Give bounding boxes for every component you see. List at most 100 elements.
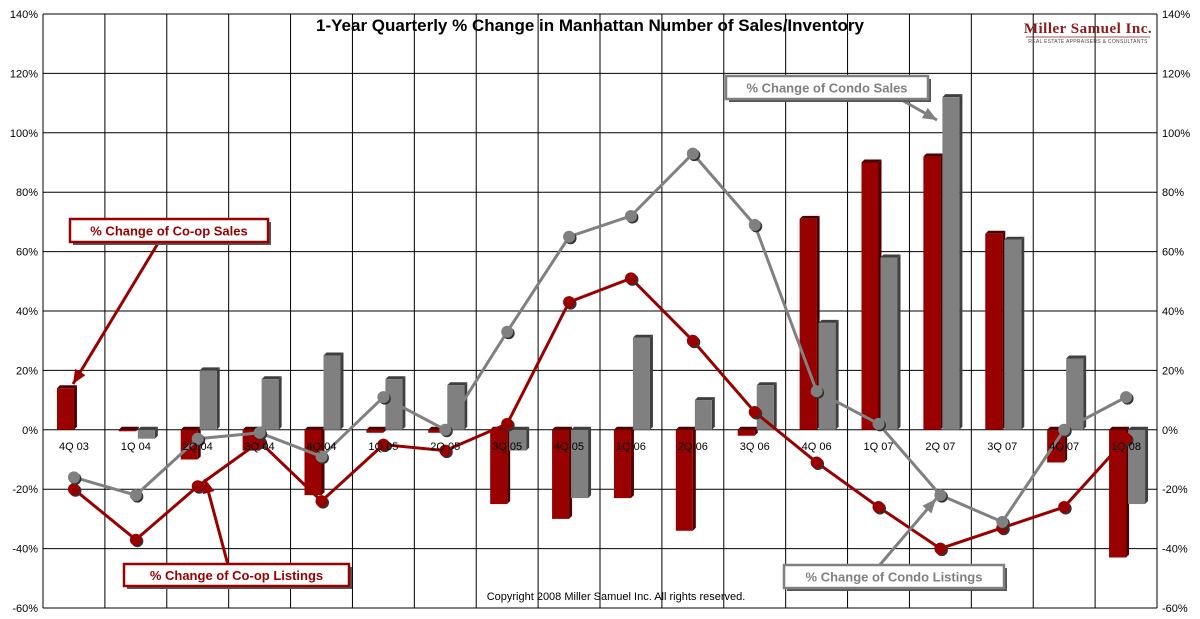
x-tick-label: 3Q 05 bbox=[492, 441, 522, 453]
x-tick-label: 4Q 07 bbox=[1049, 441, 1079, 453]
logo-name: Miller Samuel Inc. bbox=[1024, 21, 1152, 37]
logo: Miller Samuel Inc. REAL ESTATE APPRAISER… bbox=[1024, 21, 1152, 45]
y-tick-label-left: 80% bbox=[16, 187, 38, 199]
bar bbox=[675, 426, 696, 531]
bars bbox=[56, 94, 1149, 558]
point bbox=[810, 385, 825, 399]
point bbox=[1058, 501, 1072, 515]
bar bbox=[385, 376, 406, 430]
copyright: Copyright 2008 Miller Samuel Inc. All ri… bbox=[487, 591, 746, 603]
y-tick-label-left: 40% bbox=[16, 306, 38, 318]
y-tick-label-left: 140% bbox=[10, 9, 38, 21]
y-axis-right: -60% -40% -20% 0% 20% 40% 60% 80% 100% 120% 140% bbox=[1162, 9, 1190, 615]
series-line bbox=[73, 151, 1127, 524]
point bbox=[624, 209, 639, 224]
grid bbox=[42, 13, 1158, 609]
point bbox=[191, 432, 206, 447]
point bbox=[1120, 432, 1134, 447]
bar bbox=[818, 319, 839, 430]
bar bbox=[261, 376, 282, 430]
y-tick-label-right: 20% bbox=[1162, 365, 1184, 377]
bar bbox=[56, 385, 77, 430]
callout-coop-listings: % Change of Co-op Listings bbox=[122, 562, 352, 589]
x-tick-label: 1Q 07 bbox=[864, 441, 894, 453]
x-tick-label: 4Q 03 bbox=[59, 441, 89, 453]
x-tick-label: 4Q 05 bbox=[554, 441, 584, 453]
x-tick-label: 2Q 05 bbox=[430, 441, 460, 453]
bar bbox=[323, 352, 344, 430]
bar bbox=[737, 426, 758, 436]
point bbox=[686, 334, 701, 349]
bar bbox=[199, 367, 220, 430]
point bbox=[872, 417, 886, 432]
y-tick-label-right: 80% bbox=[1162, 187, 1184, 199]
y-tick-label-left: -60% bbox=[12, 603, 38, 615]
svg-text:% Change of Condo Sales: % Change of Condo Sales bbox=[746, 81, 907, 96]
point bbox=[996, 515, 1010, 530]
point bbox=[315, 450, 329, 465]
y-axis-left: -60% -40% -20% 0% 20% 40% 60% 80% 100% 120% 140% bbox=[10, 9, 38, 615]
bar bbox=[571, 426, 592, 499]
point bbox=[934, 542, 948, 557]
bar bbox=[694, 397, 715, 430]
bar bbox=[490, 426, 511, 505]
x-tick-label: 1Q 06 bbox=[616, 441, 646, 453]
x-tick-label: 2Q 06 bbox=[678, 441, 708, 453]
point bbox=[810, 456, 825, 470]
point bbox=[315, 495, 329, 509]
y-tick-label-right: 0% bbox=[1162, 425, 1178, 437]
callout-condo-sales: % Change of Condo Sales bbox=[724, 74, 931, 102]
point bbox=[439, 423, 453, 438]
series-line bbox=[72, 276, 1128, 551]
bar bbox=[923, 153, 944, 430]
bar bbox=[366, 426, 387, 433]
point bbox=[1058, 423, 1072, 438]
y-tick-label-left: 20% bbox=[16, 365, 38, 377]
point bbox=[67, 471, 82, 485]
point bbox=[563, 230, 577, 245]
category-labels: 4Q 03 1Q 04 2Q 04 3Q 04 4Q 04 1Q 05 2Q 05 3Q 05… bbox=[59, 441, 1141, 453]
x-tick-label: 1Q 08 bbox=[1111, 441, 1141, 453]
x-tick-label: 4Q 04 bbox=[307, 441, 337, 453]
y-tick-label-left: 100% bbox=[10, 128, 38, 140]
point bbox=[748, 405, 763, 420]
bar bbox=[985, 230, 1006, 430]
y-tick-label-right: -20% bbox=[1162, 484, 1188, 496]
point bbox=[191, 480, 206, 494]
x-tick-label: 2Q 07 bbox=[925, 441, 955, 453]
point bbox=[501, 417, 515, 432]
chart-title: 1-Year Quarterly % Change in Manhattan N… bbox=[316, 16, 864, 35]
x-tick-label: 3Q 07 bbox=[987, 441, 1017, 453]
point bbox=[253, 426, 268, 441]
x-tick-label: 4Q 06 bbox=[802, 441, 832, 453]
y-tick-label-left: -20% bbox=[12, 484, 38, 496]
point bbox=[439, 444, 453, 459]
callouts: % Change of Co-op Sales % Change of Condo… bbox=[68, 74, 1007, 591]
point bbox=[686, 147, 701, 162]
y-tick-label-right: -60% bbox=[1162, 603, 1188, 615]
point bbox=[872, 501, 886, 515]
x-tick-label: 1Q 05 bbox=[368, 441, 398, 453]
point bbox=[129, 533, 144, 548]
svg-text:% Change of Co-op Sales: % Change of Co-op Sales bbox=[90, 224, 247, 239]
point bbox=[563, 296, 577, 310]
y-tick-label-right: 60% bbox=[1162, 247, 1184, 259]
y-tick-label-left: -40% bbox=[12, 544, 38, 556]
bar bbox=[137, 426, 158, 439]
y-tick-label-left: 60% bbox=[16, 247, 38, 259]
y-tick-label-right: 120% bbox=[1162, 68, 1190, 80]
bar bbox=[861, 159, 882, 430]
y-tick-label-right: 100% bbox=[1162, 128, 1190, 140]
callout-condo-listings: % Change of Condo Listings bbox=[782, 563, 1007, 591]
y-tick-label-right: 40% bbox=[1162, 306, 1184, 318]
y-tick-label-right: 140% bbox=[1162, 9, 1190, 21]
x-tick-label: 3Q 04 bbox=[245, 441, 275, 453]
x-tick-label: 3Q 06 bbox=[740, 441, 770, 453]
point bbox=[624, 272, 639, 286]
point bbox=[934, 489, 948, 503]
logo-tagline: REAL ESTATE APPRAISERS & CONSULTANTS bbox=[1028, 39, 1148, 45]
point bbox=[67, 483, 82, 497]
point bbox=[1120, 391, 1134, 405]
y-tick-label-left: 0% bbox=[22, 425, 38, 437]
lines bbox=[67, 147, 1134, 557]
